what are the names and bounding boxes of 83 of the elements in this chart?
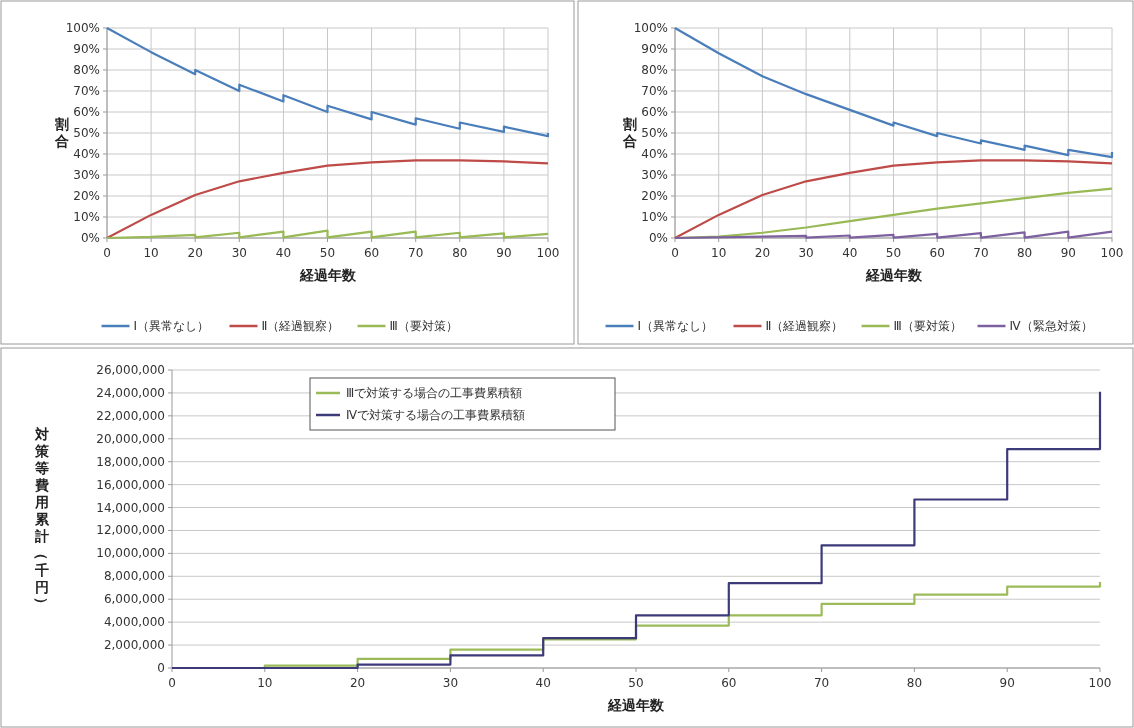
y-tick-label: 24,000,000	[96, 385, 165, 400]
legend-label: Ⅱ（経過観察）	[261, 319, 340, 333]
y-tick-label: 60%	[641, 105, 668, 119]
y-tick-label: 100%	[65, 21, 100, 35]
x-tick-label: 10	[143, 246, 159, 260]
x-tick-label: 70	[973, 246, 989, 260]
y-tick-label: 80%	[641, 63, 668, 77]
x-tick-label: 60	[929, 246, 945, 260]
x-tick-label: 100	[536, 246, 560, 260]
x-tick-label: 50	[885, 246, 902, 260]
x-tick-label: 0	[671, 246, 679, 260]
legend-label: Ⅳ（緊急対策）	[1009, 319, 1093, 333]
legend-label: Ⅲ（要対策）	[893, 319, 962, 333]
y-tick-label: 20%	[641, 189, 668, 203]
x-tick-label: 70	[813, 676, 830, 690]
legend-label: Ⅰ（異常なし）	[133, 319, 210, 333]
y-tick-label: 100%	[633, 21, 668, 35]
x-tick-label: 40	[535, 676, 551, 690]
x-tick-label: 40	[842, 246, 858, 260]
legend-label: Ⅱ（経過観察）	[765, 319, 844, 333]
y-tick-label: 22,000,000	[96, 408, 165, 423]
x-axis-title: 経過年数	[298, 267, 357, 283]
y-tick-label: 18,000,000	[96, 454, 165, 469]
x-tick-label: 80	[452, 246, 468, 260]
y-tick-label: 40%	[73, 147, 100, 161]
y-tick-label: 10%	[641, 210, 668, 224]
y-tick-label: 70%	[641, 84, 668, 98]
x-axis-title: 経過年数	[607, 697, 665, 713]
legend-label: Ⅲ（要対策）	[389, 319, 458, 333]
x-tick-label: 90	[496, 246, 512, 260]
y-tick-label: 20%	[73, 189, 100, 203]
x-tick-label: 100	[1100, 246, 1124, 260]
x-tick-label: 10	[711, 246, 727, 260]
legend-label: Ⅲで対策する場合の工事費累積額	[346, 386, 523, 400]
x-tick-label: 70	[408, 246, 424, 260]
legend-label: Ⅰ（異常なし）	[637, 319, 714, 333]
y-tick-label: 90%	[641, 42, 668, 56]
y-tick-label: 30%	[641, 168, 668, 182]
y-tick-label: 10,000,000	[96, 546, 165, 561]
x-tick-label: 10	[257, 676, 273, 690]
x-axis-title: 経過年数	[864, 267, 923, 283]
y-tick-label: 0%	[648, 231, 668, 245]
x-tick-label: 20	[187, 246, 203, 260]
y-tick-label: 8,000,000	[103, 569, 165, 584]
x-tick-label: 90	[999, 676, 1015, 690]
x-tick-label: 40	[275, 246, 292, 260]
y-tick-label: 90%	[73, 42, 100, 56]
x-tick-label: 60	[363, 246, 380, 260]
y-tick-label: 30%	[73, 168, 100, 182]
x-tick-label: 80	[1016, 246, 1033, 260]
y-tick-label: 12,000,000	[96, 523, 165, 538]
x-tick-label: 60	[721, 676, 737, 690]
x-tick-label: 0	[168, 676, 176, 690]
legend-label: Ⅳで対策する場合の工事費累積額	[346, 408, 526, 422]
y-tick-label: 80%	[73, 63, 100, 77]
y-tick-label: 26,000,000	[96, 363, 165, 377]
y-tick-label: 60%	[73, 105, 100, 119]
y-tick-label: 40%	[641, 147, 668, 161]
y-tick-label: 50%	[641, 126, 668, 140]
x-tick-label: 50	[628, 676, 644, 690]
y-tick-label: 14,000,000	[96, 500, 165, 515]
x-tick-label: 30	[231, 246, 247, 260]
x-tick-label: 30	[442, 676, 459, 690]
x-tick-label: 50	[319, 246, 336, 260]
x-tick-label: 20	[349, 676, 366, 690]
y-axis-title: 割合	[54, 116, 69, 149]
x-tick-label: 100	[1088, 676, 1112, 690]
y-tick-label: 10%	[73, 210, 100, 224]
y-tick-label: 4,000,000	[103, 615, 165, 630]
y-tick-label: 70%	[73, 84, 100, 98]
y-tick-label: 0%	[80, 231, 100, 245]
y-tick-label: 0	[157, 661, 165, 675]
y-axis-title: 割合	[622, 116, 637, 149]
y-tick-label: 2,000,000	[103, 638, 165, 653]
x-tick-label: 20	[754, 246, 771, 260]
y-tick-label: 6,000,000	[103, 592, 165, 607]
y-tick-label: 20,000,000	[96, 431, 165, 446]
text: 対策等費用累計（千円）	[34, 425, 50, 611]
y-tick-label: 50%	[73, 126, 100, 140]
x-tick-label: 80	[906, 676, 923, 690]
y-tick-label: 16,000,000	[96, 477, 165, 492]
x-tick-label: 90	[1060, 246, 1076, 260]
x-tick-label: 30	[798, 246, 814, 260]
